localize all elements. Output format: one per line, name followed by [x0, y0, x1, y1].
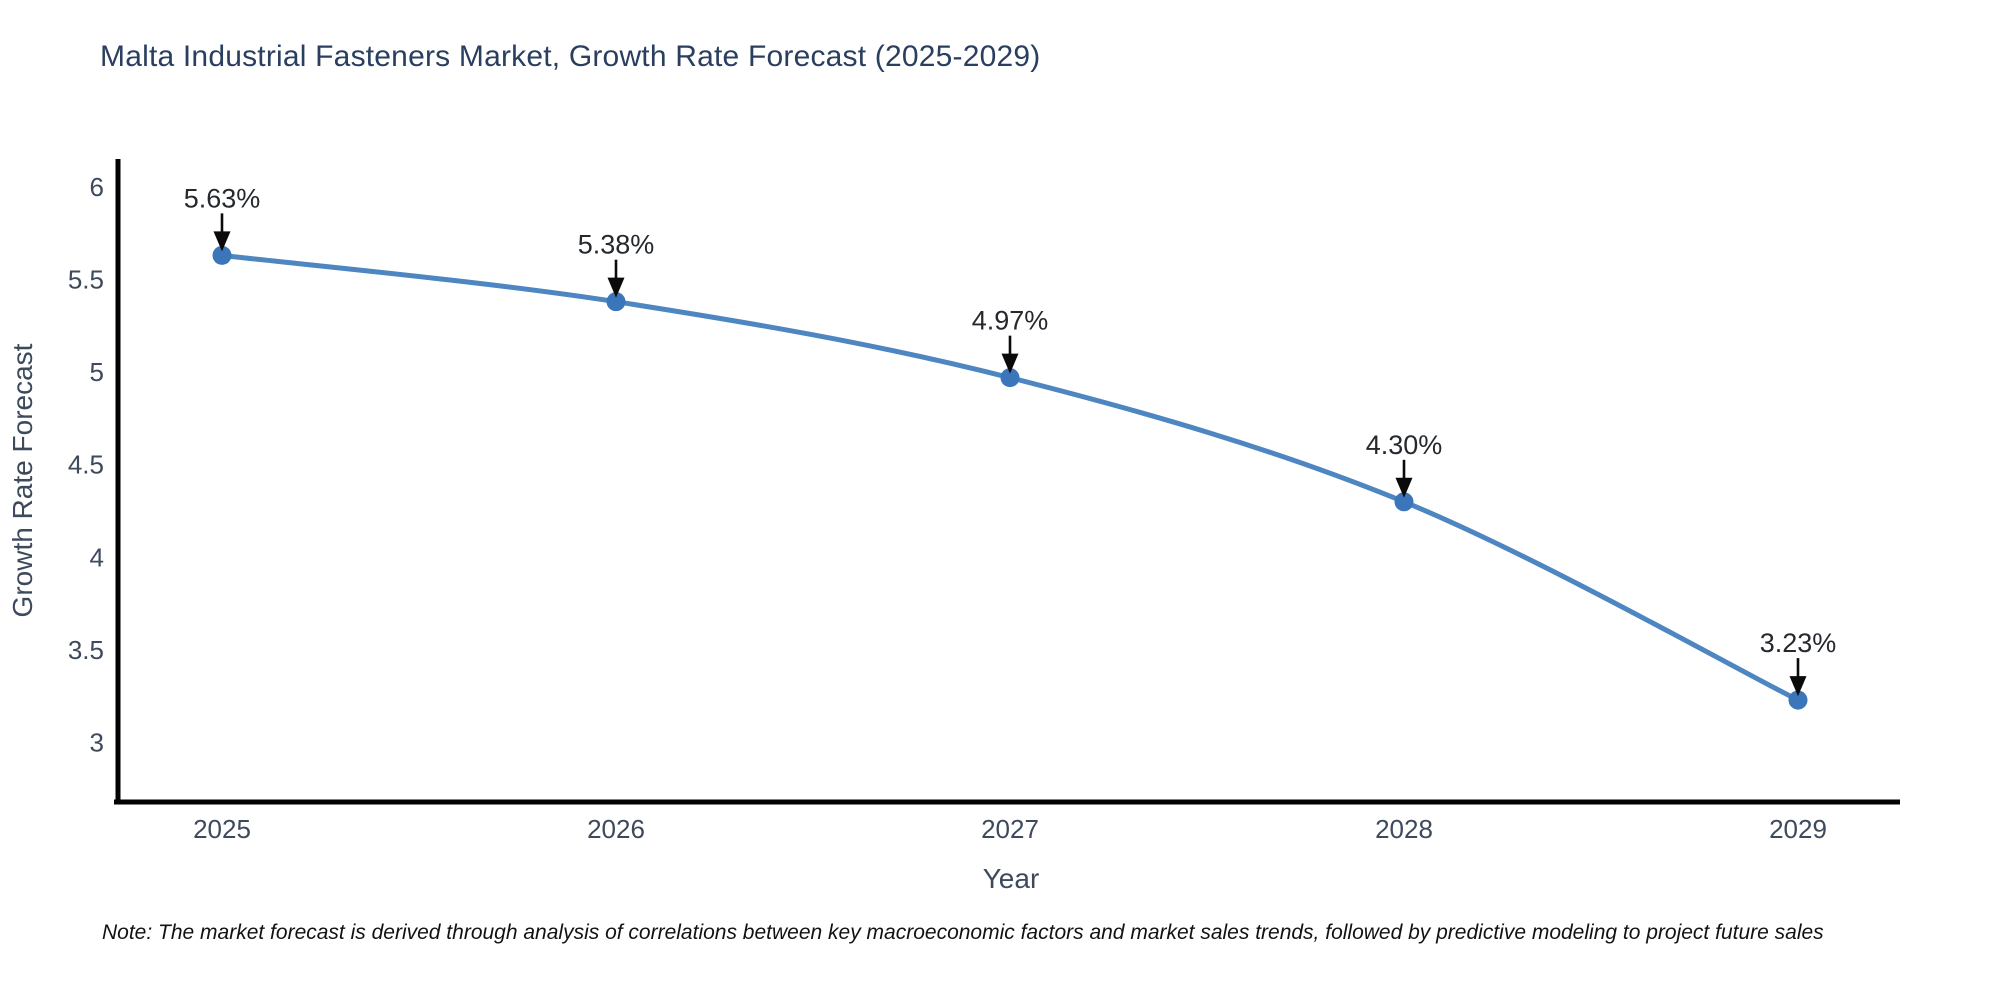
data-point-2028 — [1394, 492, 1414, 512]
chart-title: Malta Industrial Fasteners Market, Growt… — [100, 40, 1041, 73]
data-point-2029 — [1788, 690, 1808, 710]
annotation-label: 5.38% — [578, 230, 655, 260]
y-tick-label: 4.5 — [68, 450, 104, 480]
annotation-label: 3.23% — [1760, 628, 1837, 658]
forecast-series — [212, 245, 1808, 710]
y-axis-title: Growth Rate Forecast — [7, 343, 38, 617]
x-axis-title: Year — [983, 863, 1040, 894]
x-tick-label: 2029 — [1769, 814, 1827, 844]
y-tick-label: 6 — [90, 172, 104, 202]
annotation-label: 4.97% — [972, 306, 1049, 336]
data-point-2027 — [1000, 368, 1020, 388]
footnote-text: Note: The market forecast is derived thr… — [102, 921, 1824, 944]
y-tick-label: 5.5 — [68, 264, 104, 294]
annotation-arrowhead — [1789, 676, 1807, 697]
annotation-label: 5.63% — [184, 183, 261, 213]
y-tick-label: 3 — [90, 728, 104, 758]
point-annotations: 5.63% 5.38% 4.97% 4.30% 3.23% — [184, 183, 1837, 697]
annotation-arrowhead — [213, 231, 231, 252]
y-tick-label: 3.5 — [68, 635, 104, 665]
annotation-label: 4.30% — [1366, 430, 1443, 460]
annotation-arrowhead — [1395, 477, 1413, 498]
x-tick-label: 2025 — [193, 814, 251, 844]
x-tick-label: 2027 — [981, 814, 1039, 844]
axes — [114, 159, 1900, 805]
annotation-arrowhead — [607, 277, 625, 298]
y-tick-label: 4 — [90, 542, 104, 572]
data-point-2026 — [606, 292, 626, 312]
annotation-arrowhead — [1001, 353, 1019, 374]
data-point-2025 — [212, 245, 232, 265]
x-tick-label: 2026 — [587, 814, 645, 844]
x-tick-label: 2028 — [1375, 814, 1433, 844]
y-axis-ticks: 6 5.5 5 4.5 4 3.5 3 — [68, 172, 104, 758]
y-tick-label: 5 — [90, 357, 104, 387]
x-axis-ticks: 2025 2026 2027 2028 2029 — [193, 814, 1827, 844]
